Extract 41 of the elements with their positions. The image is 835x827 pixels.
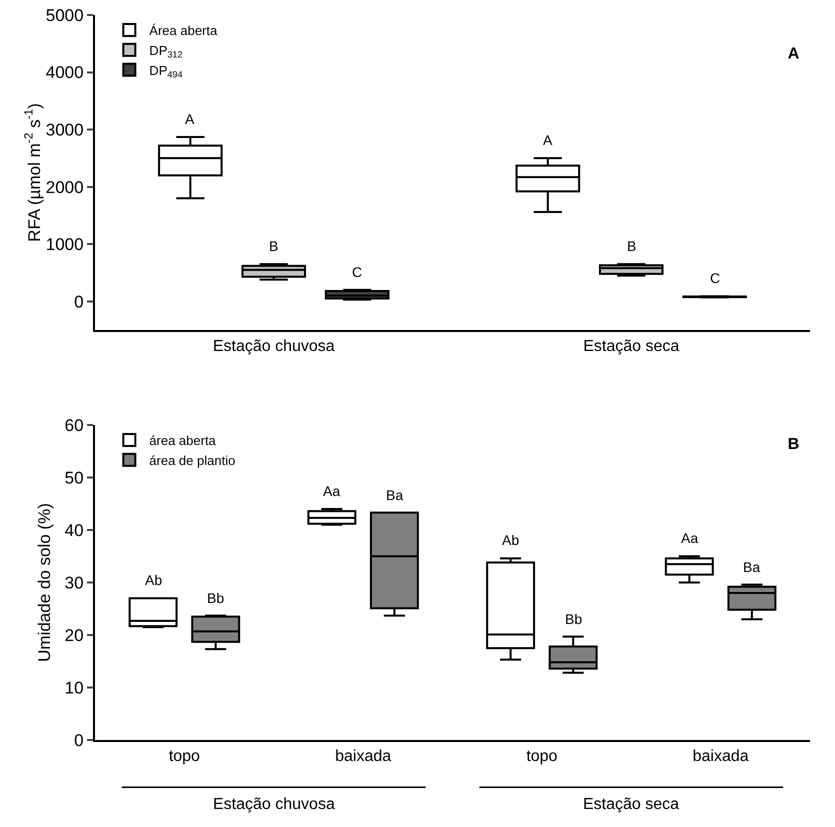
- text: Estação seca: [583, 796, 680, 813]
- annotation: B: [269, 238, 278, 254]
- legend-label: DP$_{312}$: [149, 42, 183, 60]
- annotation: B: [627, 238, 636, 254]
- y-tick-label: 1000: [46, 235, 84, 254]
- annotation: Bb: [207, 590, 224, 606]
- x-tick-label: topo: [526, 748, 558, 766]
- annotation: A: [185, 111, 195, 127]
- y-tick-label: 30: [64, 573, 84, 592]
- text: A: [788, 46, 800, 63]
- annotation: Bb: [565, 611, 582, 627]
- y-tick-label: 3000: [46, 120, 84, 140]
- annotation: Ba: [743, 559, 760, 575]
- y-tick-label: 50: [64, 468, 84, 488]
- y-tick-label: 20: [64, 626, 84, 645]
- legend-label: DP$_{494}$: [149, 62, 183, 80]
- y-tick-label: 4000: [46, 63, 84, 82]
- x-tick-label: baixada: [692, 748, 749, 766]
- y-tick-label: 2000: [46, 178, 84, 197]
- annotation: Aa: [681, 530, 698, 546]
- annotation: Ab: [145, 572, 162, 588]
- x-tick-label: baixada: [335, 748, 392, 766]
- text: B: [788, 436, 800, 454]
- legend-label: área de plantio: [149, 452, 236, 468]
- annotation: Aa: [323, 483, 340, 499]
- legend-label: área aberta: [149, 433, 217, 448]
- annotation: A: [543, 132, 553, 148]
- annotation: C: [352, 264, 362, 280]
- y-tick-label: 40: [64, 520, 84, 540]
- annotation: Ab: [502, 532, 520, 548]
- y-tick-label: 60: [64, 416, 84, 435]
- legend-label: Área aberta: [149, 23, 218, 38]
- y-tick-label: 10: [64, 678, 84, 698]
- annotation: Ba: [386, 487, 404, 503]
- y-axis-title: Umidade do solo (%): [35, 503, 54, 662]
- text: Estação chuvosa: [213, 796, 335, 813]
- x-tick-label: topo: [168, 748, 200, 766]
- annotation: C: [710, 270, 720, 286]
- y-tick-label: 0: [74, 292, 84, 312]
- y-tick-label: 5000: [46, 6, 84, 25]
- y-tick-label: 0: [74, 730, 84, 750]
